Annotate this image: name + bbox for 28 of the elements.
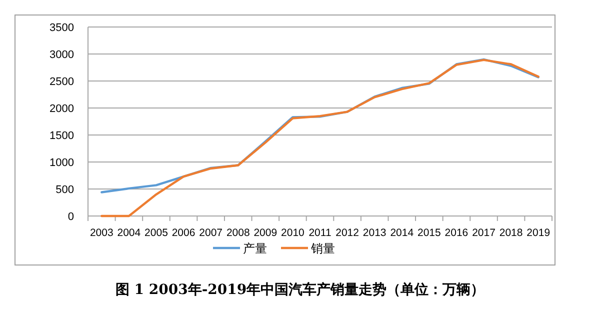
x-tick-label: 2005 <box>144 227 168 239</box>
y-tick-label: 3500 <box>50 22 74 34</box>
x-tick-label: 2010 <box>281 227 305 239</box>
y-tick-label: 0 <box>68 211 74 223</box>
x-tick-label: 2018 <box>499 227 523 239</box>
x-tick-label: 2009 <box>254 227 278 239</box>
y-tick-label: 1000 <box>50 157 74 169</box>
y-tick-label: 2000 <box>50 103 74 115</box>
x-tick-label: 2017 <box>472 227 496 239</box>
x-tick-label: 2007 <box>199 227 223 239</box>
x-tick-label: 2006 <box>172 227 196 239</box>
x-tick-label: 2011 <box>308 227 332 239</box>
x-tick-label: 2012 <box>336 227 360 239</box>
y-tick-label: 2500 <box>50 76 74 88</box>
y-tick-label: 500 <box>56 184 74 196</box>
legend-label: 销量 <box>310 242 335 256</box>
x-tick-label: 2013 <box>362 227 386 239</box>
x-tick-label: 2014 <box>390 227 414 239</box>
legend-label: 产量 <box>243 242 267 256</box>
x-tick-label: 2008 <box>226 227 250 239</box>
x-tick-label: 2003 <box>90 227 114 239</box>
x-tick-label: 2004 <box>117 227 141 239</box>
text: 图 1 2003年-2019年中国汽车产销量走势（单位：万辆） <box>115 281 485 298</box>
x-tick-label: 2015 <box>417 227 442 239</box>
y-tick-label: 3000 <box>50 49 74 61</box>
x-tick-label: 2019 <box>526 227 550 239</box>
y-tick-label: 1500 <box>50 130 74 142</box>
x-tick-label: 2016 <box>444 227 468 239</box>
